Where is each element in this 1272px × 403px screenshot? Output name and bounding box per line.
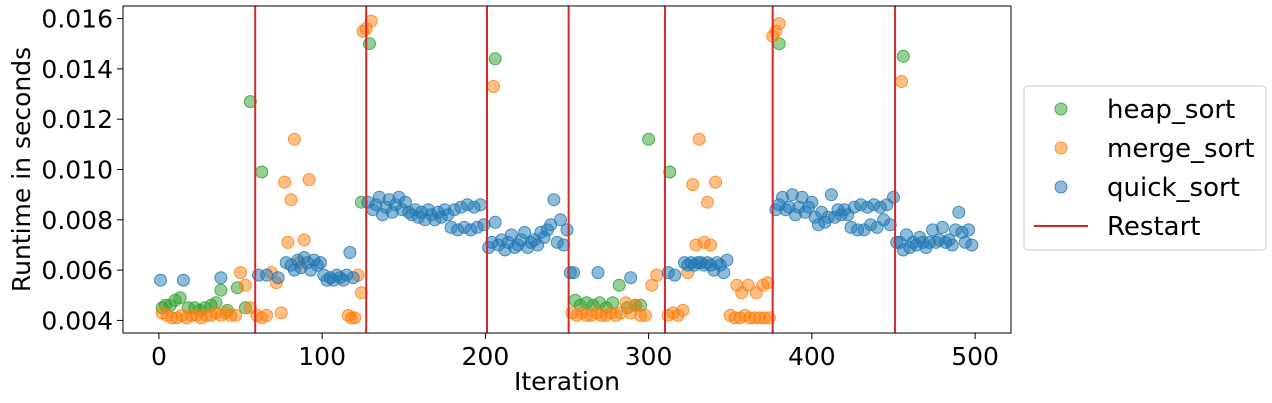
heap_sort-point <box>642 132 656 146</box>
quick_sort-point <box>717 266 731 280</box>
quick_sort-legend-marker <box>1054 180 1068 194</box>
quick_sort-point <box>824 188 838 202</box>
merge_sort-point <box>487 80 500 93</box>
quick_sort-point <box>805 195 819 209</box>
merge_sort-point <box>686 178 700 192</box>
y-tick-label: 0.010 <box>41 156 113 185</box>
merge_sort-point <box>260 308 274 322</box>
quick_sort-point <box>720 253 734 267</box>
merge_sort-point <box>229 308 243 322</box>
quick_sort-point <box>887 190 900 204</box>
merge_sort-point <box>772 17 786 31</box>
y-tick-label: 0.012 <box>41 105 113 134</box>
quick_sort-point <box>346 271 360 285</box>
merge_sort-point <box>692 132 706 146</box>
merge_sort-legend-marker <box>1054 141 1068 155</box>
quick_sort-point <box>962 223 976 237</box>
quick_sort-point <box>271 271 285 285</box>
merge_sort-point <box>354 286 368 300</box>
quick_sort-point <box>945 238 959 252</box>
heap_sort-point <box>612 278 626 292</box>
quick_sort-point <box>567 266 580 280</box>
quick_sort-point <box>518 225 532 239</box>
quick_sort-point <box>260 268 274 282</box>
restart-lines <box>254 6 897 333</box>
legend-label: quick_sort <box>1107 173 1240 203</box>
quick_sort-point <box>624 271 638 285</box>
heap_sort-legend-marker <box>1054 102 1068 116</box>
heap_sort-point <box>255 165 269 179</box>
quick_sort-point <box>474 198 487 212</box>
x-tick-label: 100 <box>298 342 346 371</box>
x-tick-label: 500 <box>951 342 999 371</box>
quick_sort-point <box>214 271 228 285</box>
y-axis: 0.004 0.006 0.008 0.010 0.012 0.014 0.016 <box>41 5 123 335</box>
merge_sort-point <box>278 175 292 189</box>
merge_sort-point <box>281 235 295 249</box>
y-tick-label: 0.014 <box>41 55 113 84</box>
heap_sort-point <box>896 49 910 63</box>
y-tick-label: 0.006 <box>41 256 113 285</box>
merge_sort-point <box>676 303 690 317</box>
merge_sort-point <box>348 311 362 325</box>
legend-label: heap_sort <box>1107 95 1235 125</box>
merge_sort-point <box>302 173 316 187</box>
merge_sort-point <box>700 195 714 209</box>
quick_sort-point <box>554 213 567 227</box>
merge_sort-point <box>895 75 909 88</box>
merge_sort-point <box>709 175 722 189</box>
merge_sort-point <box>274 306 288 320</box>
heap_sort-point <box>243 95 257 109</box>
quick_sort-point <box>668 268 682 282</box>
quick_sort-point <box>883 218 897 232</box>
quick_sort-point <box>935 220 949 234</box>
merge_sort-point <box>284 193 298 207</box>
heap_sort-point <box>214 283 228 297</box>
heap_sort-point <box>488 52 502 66</box>
x-axis: 0 100 200 300 400 500 <box>151 333 999 371</box>
y-axis-label: Runtime in seconds <box>7 47 36 292</box>
heap_sort-point <box>173 291 187 305</box>
quick_sort-point <box>952 205 966 219</box>
merge_sort-series <box>155 14 909 325</box>
y-tick-label: 0.016 <box>41 5 113 34</box>
quick_sort-point <box>343 246 357 259</box>
merge_sort-point <box>704 238 718 252</box>
x-axis-label: Iteration <box>514 367 620 396</box>
quick_sort-point <box>591 266 605 280</box>
quick_sort-series <box>154 188 979 287</box>
heap_sort-point <box>663 165 677 179</box>
merge_sort-point <box>297 233 311 247</box>
merge_sort-point <box>638 308 652 322</box>
legend-box <box>1023 85 1267 251</box>
x-tick-label: 0 <box>151 342 167 371</box>
x-tick-label: 200 <box>462 342 510 371</box>
quick_sort-point <box>560 223 574 237</box>
quick_sort-point <box>314 256 327 270</box>
quick_sort-point <box>154 273 167 287</box>
merge_sort-point <box>238 278 252 292</box>
merge_sort-point <box>234 266 247 280</box>
x-tick-label: 300 <box>625 342 673 371</box>
x-tick-label: 400 <box>788 342 836 371</box>
legend: heap_sort merge_sort quick_sort Restart <box>1023 85 1267 251</box>
plot-points-layer <box>154 14 979 325</box>
y-tick-label: 0.004 <box>41 306 113 335</box>
merge_sort-point <box>364 14 378 28</box>
y-tick-label: 0.008 <box>41 206 113 235</box>
quick_sort-point <box>547 193 561 207</box>
merge_sort-point <box>741 278 755 292</box>
quick_sort-point <box>557 238 571 252</box>
quick_sort-point <box>965 238 979 252</box>
quick_sort-point <box>176 273 190 287</box>
merge_sort-point <box>761 276 775 290</box>
merge_sort-point <box>287 132 301 146</box>
merge_sort-point <box>650 268 664 282</box>
legend-label: Restart <box>1107 212 1200 242</box>
legend-label: merge_sort <box>1107 134 1254 164</box>
quick_sort-point <box>488 215 502 229</box>
